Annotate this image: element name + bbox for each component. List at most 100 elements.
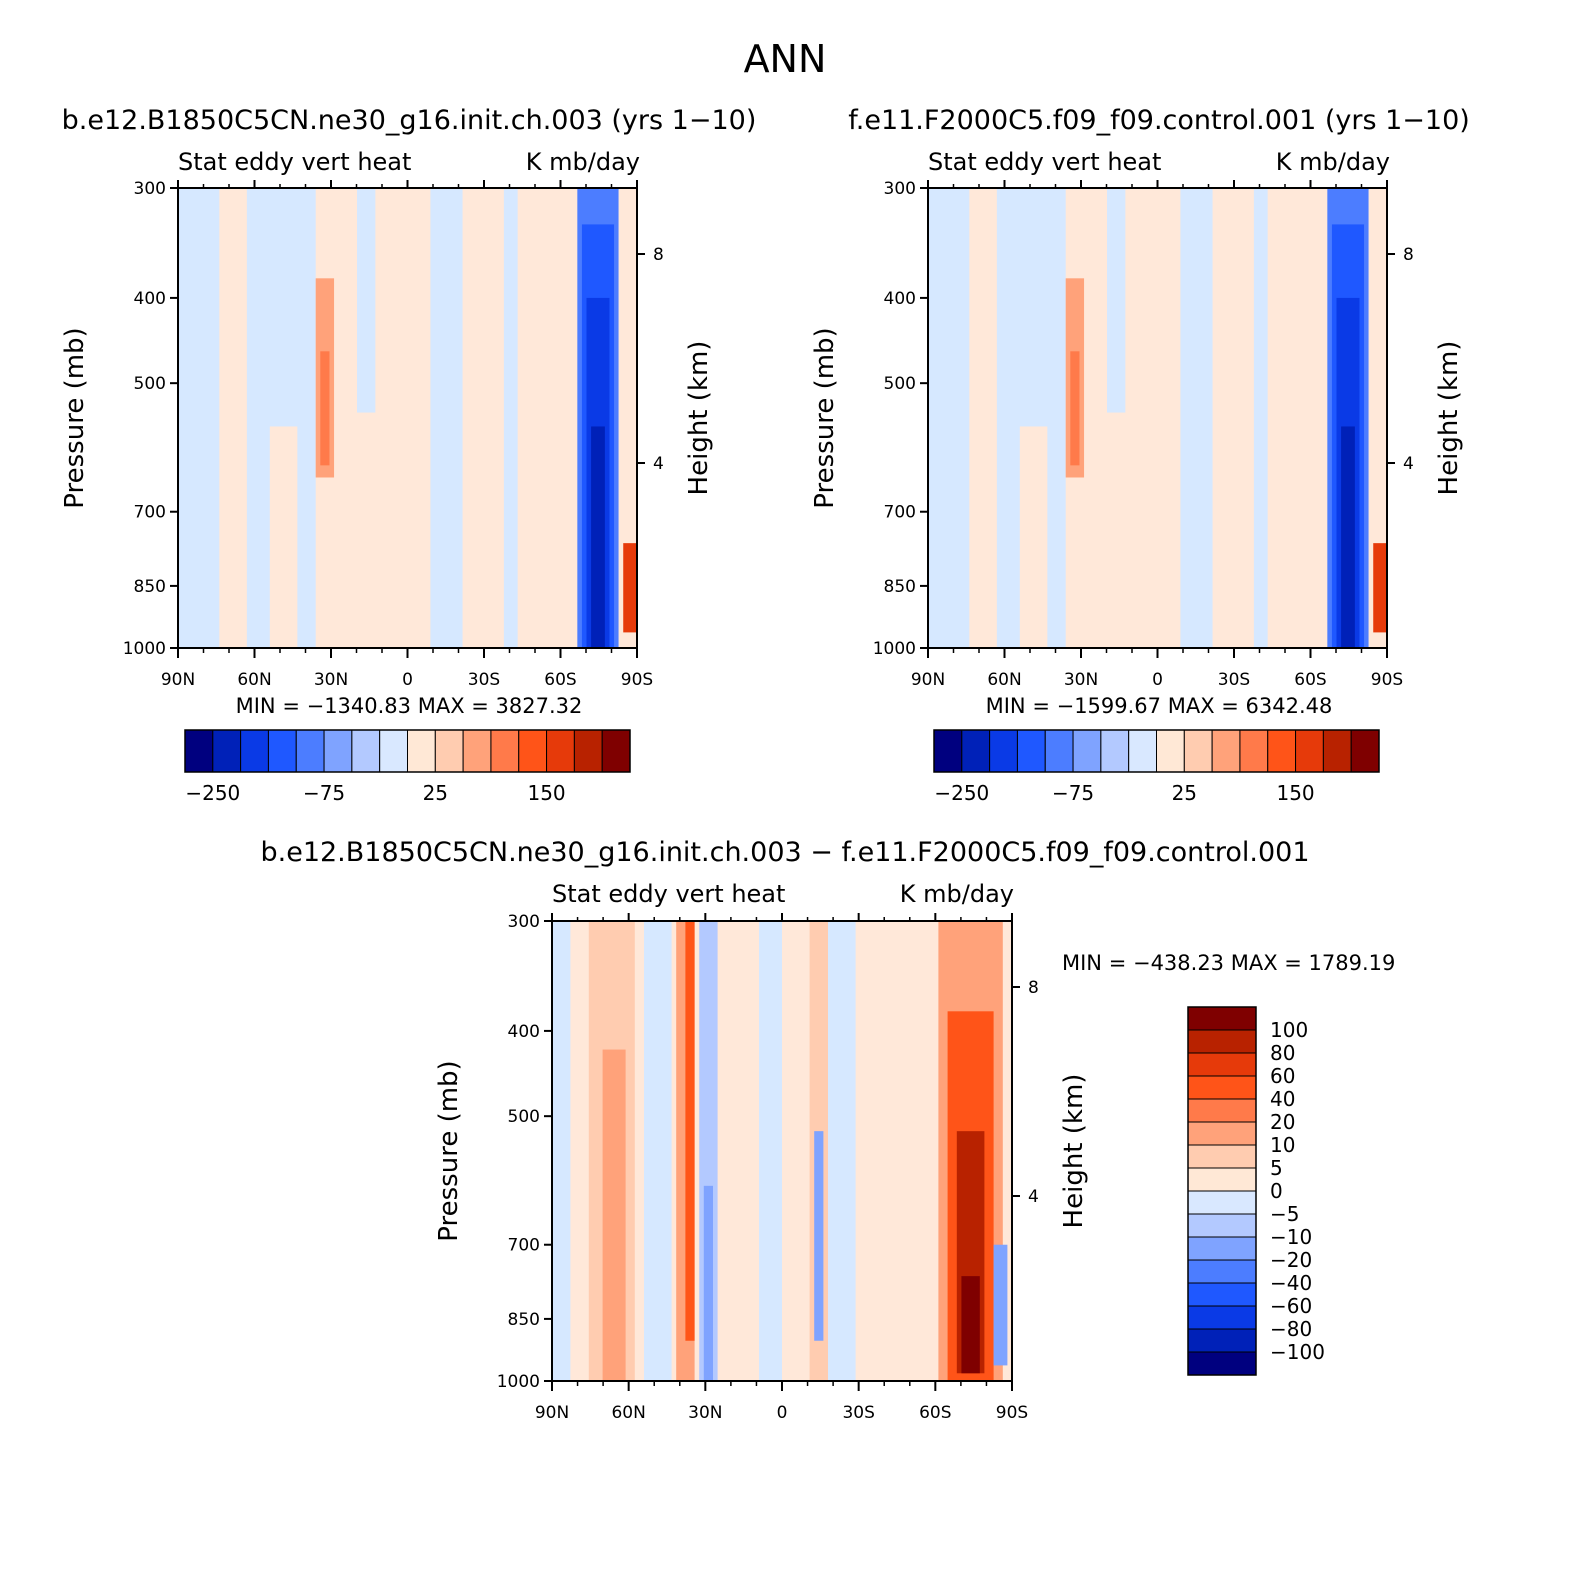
panel-3-colorbar-frame: [1187, 1006, 1257, 1376]
panel-3-variable-label: Stat eddy vert heat: [552, 880, 785, 908]
panel-2-plot: 300 400 500 700 850 1000 8 4 90N 60N 30N 0 30S 60S 90S…: [810, 179, 1464, 690]
panel-2-right-tick-label-0: 8: [1403, 245, 1414, 265]
panel-3-colorbar-swatch-3: [1187, 1075, 1257, 1100]
panel-1-y-axis-title: Pressure (mb): [60, 327, 90, 508]
panel-2-units-label: K mb/day: [1276, 148, 1390, 176]
panel-1-colorbar-swatch-7: [379, 729, 408, 773]
panel-3-y-tick-label-1: 400: [508, 1022, 540, 1042]
panel-2-contour-band-7: [1107, 188, 1126, 413]
panel-1-right-axis-title: Height (km): [684, 341, 714, 496]
panel-3-min-max: MIN = −438.23 MAX = 1789.19: [1062, 951, 1395, 975]
panel-3-colorbar-label-5: 10: [1270, 1133, 1295, 1157]
panel-3-colorbar-label-8: −5: [1270, 1202, 1299, 1226]
panel-3-x-tick-label-2: 30N: [688, 1403, 722, 1423]
panel-1-contour-band-15: [623, 543, 637, 633]
panel-1-variable-label: Stat eddy vert heat: [178, 148, 411, 176]
panel-3-y-tick-label-3: 700: [508, 1236, 540, 1256]
panel-2-y-tick-label-3: 700: [884, 503, 916, 523]
panel-2-colorbar-swatch-15: [1350, 729, 1380, 773]
panel-1-colorbar-swatch-9: [434, 729, 464, 773]
panel-3-case-title: b.e12.B1850C5CN.ne30_g16.init.ch.003 − f…: [260, 837, 1309, 868]
panel-3-colorbar-swatch-1: [1187, 1029, 1257, 1054]
panel-1-y-tick-label-5: 1000: [123, 639, 166, 659]
panel-3-plot: 300 400 500 700 850 1000 8 4 90N 60N 30N 0 30S 60S 90S…: [434, 912, 1089, 1423]
panel-2-x-tick-label-6: 90S: [1371, 670, 1403, 690]
panel-3-colorbar-label-0: 100: [1270, 1018, 1308, 1042]
panel-3-contour-band-11: [828, 921, 856, 1381]
panel-3-colorbar-swatch-15: [1187, 1351, 1257, 1376]
panel-3-y-tick-label-0: 300: [508, 912, 540, 932]
panel-2-x-tick-label-1: 60N: [987, 670, 1021, 690]
panel-2-contour-band-4: [1212, 188, 1254, 648]
panel-3-contour-band-8: [703, 1185, 713, 1381]
panel-2-contour-band-11: [1341, 426, 1355, 648]
panel-2-x-tick-label-3: 0: [1152, 670, 1163, 690]
panel-3-colorbar-swatch-7: [1187, 1167, 1257, 1192]
panel-2-colorbar-swatch-13: [1295, 729, 1324, 773]
panel-1-colorbar-swatch-0: [184, 729, 214, 773]
panel-3-colorbar-label-14: −100: [1270, 1340, 1325, 1364]
panel-2-colorbar-label-2: 25: [1172, 781, 1197, 805]
panel-2-colorbar-frame: [933, 729, 1380, 773]
panel-3-colorbar-label-13: −80: [1270, 1317, 1312, 1341]
panel-3-colorbar-swatch-10: [1187, 1236, 1257, 1261]
panel-1-colorbar-label-2: 25: [423, 781, 448, 805]
panel-model-1: b.e12.B1850C5CN.ne30_g16.init.ch.003 (yr…: [60, 105, 756, 805]
panel-1-colorbar-swatch-2: [240, 729, 269, 773]
figure-title: ANN: [744, 37, 827, 81]
panel-1-y-tick-label-1: 400: [134, 289, 166, 309]
panel-2-colorbar-swatch-4: [1044, 729, 1074, 773]
panel-2-y-tick-label-2: 500: [884, 374, 916, 394]
panel-3-contour-band-17: [993, 1244, 1008, 1366]
panel-3-colorbar-swatch-9: [1187, 1213, 1257, 1238]
panel-1-contour-band-11: [591, 426, 605, 648]
panel-2-right-tick-label-1: 4: [1403, 454, 1414, 474]
panel-1-x-tick-label-4: 30S: [468, 670, 500, 690]
panel-1-contour-band-7: [357, 188, 376, 413]
panel-1-contour-band-12: [618, 188, 637, 648]
panel-3-contour-band-12: [814, 1131, 824, 1341]
panel-2-right-axis-title: Height (km): [1434, 341, 1464, 496]
panel-3-contour-band-3: [602, 1049, 626, 1381]
panel-3-right-tick-label-1: 4: [1028, 1187, 1039, 1207]
panel-1-x-tick-label-2: 30N: [314, 670, 348, 690]
panel-3-x-tick-label-4: 30S: [842, 1403, 874, 1423]
panel-1-y-tick-label-2: 500: [134, 374, 166, 394]
panel-2-colorbar-swatch-10: [1211, 729, 1241, 773]
panel-3-colorbar-label-6: 5: [1270, 1156, 1283, 1180]
panel-1-contour-band-1: [219, 188, 247, 648]
panel-1-colorbar-swatch-14: [573, 729, 603, 773]
panel-2-colorbar-swatch-7: [1128, 729, 1157, 773]
panel-3-x-tick-label-3: 0: [777, 1403, 788, 1423]
panel-2-contour-band-14: [1070, 351, 1080, 466]
panel-1-units-label: K mb/day: [526, 148, 640, 176]
panel-2-min-max: MIN = −1599.67 MAX = 6342.48: [986, 694, 1333, 718]
panel-2-colorbar-swatch-12: [1267, 729, 1297, 773]
panel-2-x-tick-label-4: 30S: [1218, 670, 1250, 690]
panel-2-colorbar-label-1: −75: [1052, 781, 1094, 805]
panel-1-x-tick-label-3: 0: [402, 670, 413, 690]
panel-3-colorbar-swatch-2: [1187, 1052, 1257, 1077]
panel-1-colorbar-swatch-10: [462, 729, 492, 773]
panel-1-y-tick-label-4: 850: [134, 577, 166, 597]
panel-2-y-tick-label-5: 1000: [873, 639, 916, 659]
panel-3-colorbar-label-4: 20: [1270, 1110, 1295, 1134]
panel-2-colorbar-label-3: 150: [1276, 781, 1314, 805]
panel-3-x-tick-label-0: 90N: [535, 1403, 569, 1423]
panel-2-colorbar-swatch-8: [1156, 729, 1185, 773]
panel-3-colorbar-swatch-8: [1187, 1190, 1257, 1215]
panel-3-right-tick-label-0: 8: [1028, 978, 1039, 998]
panel-1-colorbar-swatch-6: [351, 729, 381, 773]
panel-3-colorbar-swatch-0: [1187, 1006, 1257, 1031]
panel-3-colorbar-swatch-4: [1187, 1098, 1257, 1123]
panel-1-contour-band-4: [462, 188, 504, 648]
panel-1-y-tick-label-3: 700: [134, 503, 166, 523]
panel-3-right-axis-title: Height (km): [1059, 1074, 1089, 1229]
panel-3-contour-band-16: [961, 1276, 980, 1374]
panel-3-colorbar-swatch-14: [1187, 1328, 1257, 1353]
panel-1-colorbar-swatch-15: [601, 729, 631, 773]
panel-3-x-tick-label-6: 90S: [996, 1403, 1028, 1423]
panel-2-y-axis-title: Pressure (mb): [810, 327, 840, 508]
panel-3-colorbar-swatch-11: [1187, 1259, 1257, 1284]
